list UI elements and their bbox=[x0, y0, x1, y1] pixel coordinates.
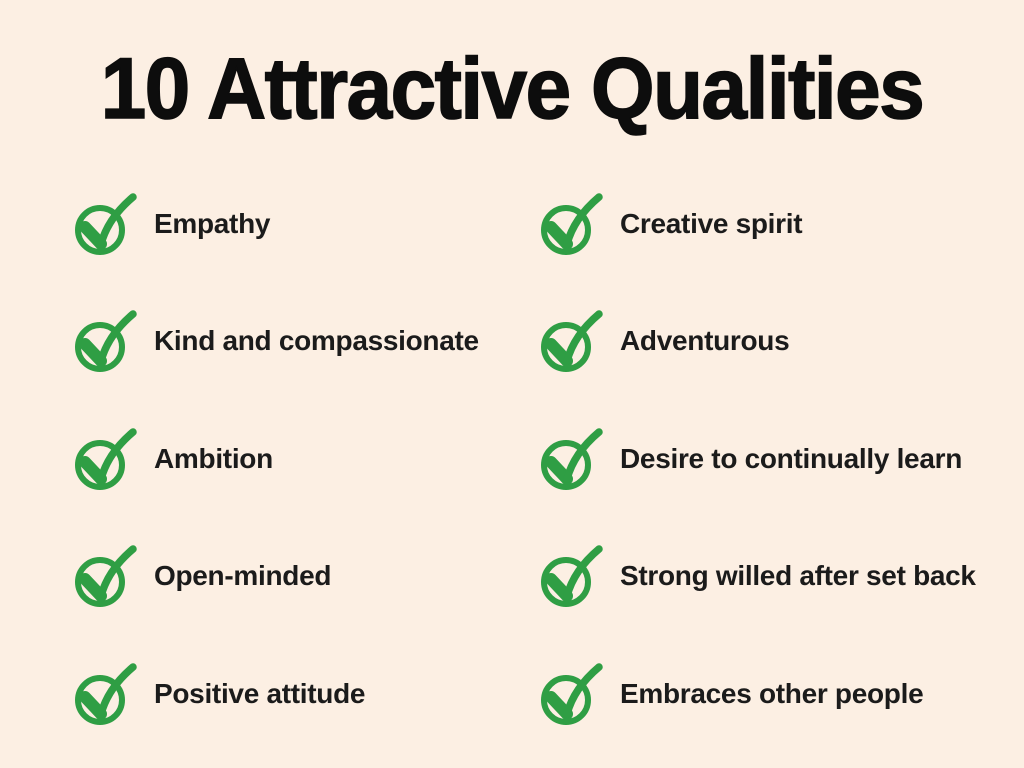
quality-item: Open-minded bbox=[74, 518, 540, 636]
quality-item: Adventurous bbox=[540, 283, 1024, 401]
quality-item: Positive attitude bbox=[74, 635, 540, 753]
check-circle-icon bbox=[540, 428, 604, 492]
check-circle-icon bbox=[74, 428, 138, 492]
check-circle-icon bbox=[540, 193, 604, 257]
check-circle-icon bbox=[74, 310, 138, 374]
quality-label: Kind and compassionate bbox=[154, 325, 479, 357]
quality-item: Desire to continually learn bbox=[540, 400, 1024, 518]
quality-label: Ambition bbox=[154, 442, 273, 474]
quality-item: Embraces other people bbox=[540, 635, 1024, 753]
right-column: Creative spirit Adventurous Desire to co… bbox=[540, 165, 1024, 753]
qualities-grid: Empathy Kind and compassionate Ambition … bbox=[74, 165, 1024, 753]
quality-label: Positive attitude bbox=[154, 677, 366, 709]
left-column: Empathy Kind and compassionate Ambition … bbox=[74, 165, 540, 753]
check-circle-icon bbox=[540, 663, 604, 727]
check-circle-icon bbox=[540, 545, 604, 609]
quality-label: Embraces other people bbox=[620, 677, 924, 709]
quality-item: Kind and compassionate bbox=[74, 283, 540, 401]
quality-item: Empathy bbox=[74, 165, 540, 283]
check-circle-icon bbox=[74, 193, 138, 257]
check-circle-icon bbox=[540, 310, 604, 374]
quality-label: Empathy bbox=[154, 207, 271, 239]
quality-item: Creative spirit bbox=[540, 165, 1024, 283]
quality-label: Creative spirit bbox=[620, 207, 803, 239]
quality-item: Ambition bbox=[74, 400, 540, 518]
page-title: 10 Attractive Qualities bbox=[100, 41, 925, 137]
check-circle-icon bbox=[74, 663, 138, 727]
quality-item: Strong willed after set back bbox=[540, 518, 1024, 636]
quality-label: Strong willed after set back bbox=[620, 560, 976, 592]
quality-label: Adventurous bbox=[620, 325, 790, 357]
check-circle-icon bbox=[74, 545, 138, 609]
quality-label: Open-minded bbox=[154, 560, 332, 592]
quality-label: Desire to continually learn bbox=[620, 442, 962, 474]
